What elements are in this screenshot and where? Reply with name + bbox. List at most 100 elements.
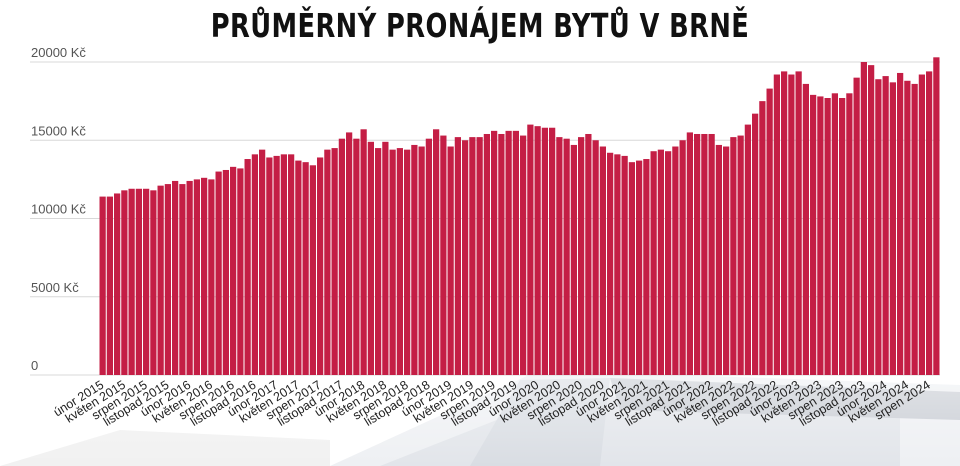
bar xyxy=(164,184,171,375)
bar xyxy=(469,137,476,375)
bar xyxy=(570,144,577,375)
bar xyxy=(186,180,193,375)
bar xyxy=(491,130,498,375)
bar xyxy=(353,138,360,375)
bar xyxy=(665,151,672,375)
bar xyxy=(331,148,338,375)
bar xyxy=(237,168,244,375)
chart-title: PRŮMĚRNÝ PRONÁJEM BYTŮ V BRNĚ xyxy=(210,6,750,45)
bar xyxy=(346,132,353,375)
bar xyxy=(628,162,635,375)
bar xyxy=(527,124,534,375)
bar xyxy=(295,160,302,375)
y-tick-label: 20000 Kč xyxy=(31,45,86,60)
bar xyxy=(621,155,628,375)
bar xyxy=(172,180,179,375)
bar xyxy=(868,65,875,375)
bar xyxy=(208,179,215,376)
bar xyxy=(592,140,599,375)
bar xyxy=(440,135,447,375)
bar xyxy=(288,154,295,375)
bar xyxy=(643,159,650,375)
bar xyxy=(759,101,766,376)
bar xyxy=(708,133,715,375)
bar xyxy=(360,129,367,375)
bar xyxy=(150,190,157,375)
bar xyxy=(831,93,838,376)
bar xyxy=(744,124,751,375)
bar xyxy=(889,82,896,375)
bar xyxy=(839,98,846,375)
bar xyxy=(853,77,860,376)
bar xyxy=(99,196,106,375)
bar xyxy=(694,133,701,375)
bar xyxy=(302,162,309,375)
bar xyxy=(309,165,316,375)
bar xyxy=(367,141,374,375)
bar xyxy=(679,140,686,375)
bar xyxy=(911,83,918,375)
bar xyxy=(135,188,142,375)
bar xyxy=(810,94,817,376)
bar xyxy=(273,155,280,375)
bar xyxy=(860,62,867,375)
bar xyxy=(389,149,396,375)
bar xyxy=(549,127,556,375)
bar xyxy=(657,149,664,375)
bar xyxy=(338,138,345,375)
bar xyxy=(882,76,889,375)
bar xyxy=(280,154,287,375)
bar xyxy=(578,137,585,375)
bar xyxy=(520,135,527,375)
bar xyxy=(875,79,882,375)
bar xyxy=(614,154,621,375)
bar xyxy=(846,93,853,376)
bar xyxy=(462,140,469,375)
bar xyxy=(773,74,780,376)
bar xyxy=(222,169,229,375)
bar xyxy=(106,196,113,375)
bars xyxy=(99,57,940,376)
bar xyxy=(788,74,795,376)
bar xyxy=(179,184,186,375)
bar xyxy=(498,133,505,375)
bar xyxy=(802,83,809,375)
bar xyxy=(128,188,135,375)
bar xyxy=(382,141,389,375)
bar xyxy=(918,74,925,376)
bar xyxy=(324,149,331,375)
bar xyxy=(251,154,258,375)
y-tick-label: 5000 Kč xyxy=(31,280,79,295)
bar xyxy=(230,166,237,375)
bar xyxy=(904,80,911,375)
bar xyxy=(607,152,614,375)
bar xyxy=(897,72,904,375)
bar xyxy=(244,159,251,375)
bar xyxy=(715,144,722,375)
bar xyxy=(701,133,708,375)
bar xyxy=(563,138,570,375)
bar xyxy=(483,133,490,375)
bar xyxy=(396,148,403,375)
bar xyxy=(752,113,759,376)
bar xyxy=(404,149,411,375)
bar xyxy=(737,135,744,375)
bar xyxy=(114,193,121,375)
bar xyxy=(599,146,606,375)
bar xyxy=(411,144,418,375)
bar xyxy=(505,130,512,375)
bar xyxy=(157,185,164,375)
bar xyxy=(766,88,773,375)
bar xyxy=(650,151,657,375)
bar xyxy=(454,137,461,375)
bar xyxy=(686,132,693,375)
bar xyxy=(817,96,824,376)
y-axis-ticks: 0 5000 Kč 10000 Kč 15000 Kč 20000 Kč xyxy=(31,45,86,373)
bar xyxy=(933,57,940,376)
bar xyxy=(425,138,432,375)
bar xyxy=(375,148,382,375)
bar xyxy=(730,137,737,375)
bar xyxy=(418,146,425,375)
bar xyxy=(317,157,324,375)
